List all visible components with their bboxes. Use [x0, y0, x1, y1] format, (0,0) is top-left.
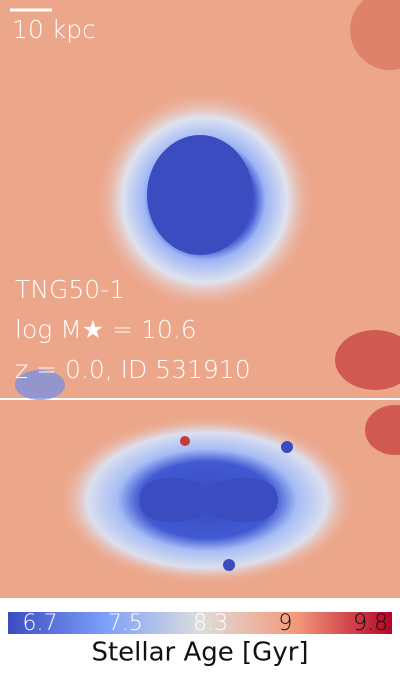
- patch: [335, 330, 400, 390]
- colorbar-tick-label: 9.8: [353, 611, 388, 636]
- id-label: z = 0.0, ID 531910: [15, 355, 251, 384]
- core: [147, 135, 253, 255]
- patch: [350, 0, 400, 70]
- core: [140, 477, 278, 523]
- scale-label: 10 kpc: [12, 15, 96, 44]
- satellite: [180, 436, 190, 446]
- colorbar-label: Stellar Age [Gyr]: [91, 638, 308, 668]
- colorbar-tick-label: 8.3: [193, 611, 228, 636]
- edge-on-panel: [0, 400, 400, 598]
- colorbar-gradient: [8, 612, 392, 634]
- satellite: [281, 441, 293, 453]
- mass-label: log M★ = 10.6: [15, 315, 197, 344]
- colorbar-tick-label: 6.7: [23, 611, 58, 636]
- simulation-label: TNG50-1: [15, 275, 125, 304]
- patch: [365, 405, 400, 455]
- satellite: [15, 370, 65, 400]
- satellite: [223, 559, 235, 571]
- colorbar-tick-label: 9: [278, 611, 292, 636]
- face-on-panel: 10 kpc TNG50-1 log M★ = 10.6 z = 0.0, ID…: [0, 0, 400, 400]
- colorbar: Stellar Age [Gyr] 6.7 7.5 8.3 9 9.8: [8, 611, 392, 668]
- colorbar-tick-label: 7.5: [108, 611, 143, 636]
